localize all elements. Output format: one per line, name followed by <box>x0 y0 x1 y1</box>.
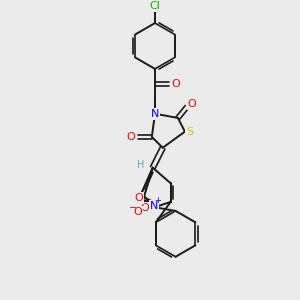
Text: O: O <box>172 79 180 89</box>
Text: O: O <box>188 99 196 109</box>
Text: Cl: Cl <box>149 1 161 11</box>
Text: N: N <box>149 201 158 211</box>
Text: H: H <box>137 160 145 170</box>
Text: −: − <box>129 203 137 213</box>
Text: N: N <box>151 109 159 119</box>
Text: O: O <box>140 203 149 213</box>
Text: S: S <box>186 127 194 136</box>
Text: O: O <box>127 132 135 142</box>
Text: O: O <box>134 207 142 217</box>
Text: O: O <box>134 193 143 203</box>
Text: +: + <box>154 196 161 206</box>
